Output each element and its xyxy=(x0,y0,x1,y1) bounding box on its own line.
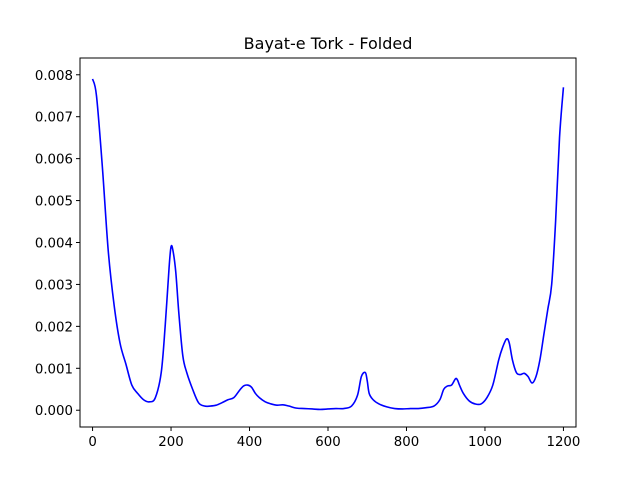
x-tick-label: 400 xyxy=(237,435,262,450)
y-tick-label: 0.008 xyxy=(35,69,73,84)
x-tick-label: 1200 xyxy=(546,435,580,450)
y-tick-label: 0.002 xyxy=(35,320,73,335)
y-tick-label: 0.006 xyxy=(35,153,73,168)
x-tick-label: 0 xyxy=(88,435,96,450)
y-tick-label: 0.007 xyxy=(35,111,73,126)
plot-frame xyxy=(79,57,577,428)
x-tick-label: 600 xyxy=(315,435,340,450)
series-line xyxy=(91,78,565,411)
y-tick-label: 0.000 xyxy=(35,404,73,419)
plot-area xyxy=(91,78,565,411)
y-tick-label: 0.005 xyxy=(35,195,73,210)
y-tick-label: 0.004 xyxy=(35,237,73,252)
x-axis: 0 200 400 600 800 1000 1200 xyxy=(88,427,580,450)
y-axis: 0.000 0.001 0.002 0.003 0.004 0.005 0.006 0.007… xyxy=(35,69,80,419)
x-tick-label: 800 xyxy=(394,435,419,450)
chart-title: Bayat-e Tork - Folded xyxy=(244,34,413,53)
x-tick-label: 200 xyxy=(158,435,183,450)
x-tick-label: 1000 xyxy=(468,435,502,450)
y-tick-label: 0.003 xyxy=(35,278,73,293)
y-tick-label: 0.001 xyxy=(35,362,73,377)
